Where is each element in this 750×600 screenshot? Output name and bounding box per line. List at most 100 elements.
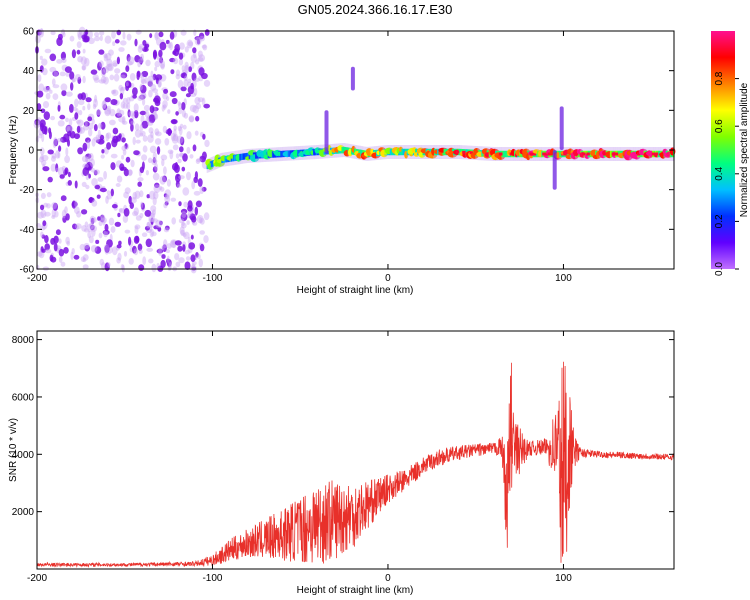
noise-speckle — [88, 197, 95, 203]
noise-speckle — [148, 127, 154, 134]
signal-band — [245, 153, 248, 160]
noise-speckle — [141, 120, 149, 129]
noise-speckle — [90, 69, 98, 75]
signal-band — [504, 150, 507, 158]
noise-speckle — [156, 262, 160, 269]
noise-speckle — [155, 219, 163, 229]
noise-speckle — [47, 176, 53, 183]
noise-speckle — [82, 264, 89, 270]
noise-speckle — [186, 39, 193, 49]
noise-speckle — [170, 69, 175, 75]
noise-speckle — [199, 230, 205, 235]
noise-speckle — [44, 211, 51, 217]
noise-speckle — [151, 88, 159, 93]
noise-speckle — [136, 70, 141, 78]
noise-speckle — [41, 159, 47, 166]
noise-speckle — [131, 197, 137, 204]
signal-band — [514, 150, 516, 158]
noise-speckle — [150, 131, 154, 139]
noise-speckle — [151, 158, 158, 166]
noise-speckle — [77, 29, 83, 38]
noise-speckle — [55, 150, 60, 159]
signal-band — [239, 153, 241, 161]
noise-speckle — [84, 57, 90, 67]
noise-speckle — [90, 224, 95, 231]
noise-speckle — [103, 76, 109, 85]
noise-speckle — [194, 36, 202, 46]
y-tick-label: -20 — [20, 185, 35, 196]
noise-speckle — [159, 56, 164, 64]
noise-speckle — [148, 258, 154, 264]
noise-speckle — [194, 206, 198, 216]
noise-speckle — [104, 107, 111, 117]
signal-band — [241, 153, 243, 160]
noise-speckle — [118, 240, 122, 246]
noise-speckle — [128, 258, 134, 265]
noise-speckle — [161, 254, 166, 259]
noise-speckle — [139, 56, 143, 65]
noise-speckle — [69, 71, 75, 80]
signal-band — [243, 153, 246, 160]
noise-speckle — [122, 214, 129, 223]
noise-speckle — [186, 146, 191, 154]
noise-speckle — [126, 102, 131, 110]
noise-speckle — [101, 69, 106, 78]
noise-speckle — [121, 137, 126, 143]
noise-speckle — [93, 98, 98, 108]
noise-speckle — [93, 124, 98, 132]
noise-speckle — [161, 158, 165, 167]
x-tick-label: 100 — [555, 273, 572, 284]
noise-speckle — [141, 232, 148, 237]
noise-speckle — [112, 89, 117, 94]
noise-speckle — [183, 79, 189, 88]
noise-speckle — [85, 184, 90, 190]
noise-speckle — [182, 232, 187, 237]
signal-spike — [552, 150, 557, 190]
noise-speckle — [190, 254, 196, 262]
noise-speckle — [118, 208, 123, 213]
noise-speckle — [57, 167, 65, 176]
noise-speckle — [160, 259, 166, 269]
noise-speckle — [104, 223, 109, 232]
x-tick-label: 100 — [555, 573, 572, 584]
noise-speckle — [137, 181, 142, 187]
noise-speckle — [134, 225, 139, 234]
noise-speckle — [169, 150, 174, 160]
noise-speckle — [140, 130, 146, 137]
noise-speckle — [155, 131, 162, 137]
signal-band — [609, 150, 612, 158]
noise-speckle — [112, 127, 119, 135]
noise-speckle — [145, 59, 151, 67]
noise-speckle — [119, 163, 125, 172]
noise-speckle — [159, 175, 166, 185]
noise-speckle — [166, 255, 170, 264]
noise-speckle — [61, 57, 67, 63]
noise-speckle — [177, 125, 182, 132]
noise-speckle — [65, 124, 73, 133]
noise-speckle — [188, 116, 195, 122]
noise-speckle — [150, 70, 154, 78]
noise-speckle — [201, 186, 207, 192]
noise-speckle — [191, 180, 196, 190]
noise-speckle — [57, 137, 63, 143]
noise-speckle — [118, 84, 123, 91]
noise-speckle — [126, 97, 131, 105]
noise-speckle — [106, 105, 112, 112]
noise-speckle — [65, 117, 69, 123]
noise-speckle — [155, 74, 163, 81]
noise-speckle — [194, 77, 200, 82]
noise-speckle — [88, 173, 91, 179]
noise-speckle — [56, 59, 63, 64]
noise-speckle — [40, 108, 46, 114]
noise-speckle — [91, 138, 96, 147]
noise-speckle — [49, 89, 53, 94]
noise-speckle — [163, 193, 168, 198]
y-tick-label: 8000 — [12, 335, 35, 346]
noise-speckle — [186, 131, 192, 140]
noise-speckle — [65, 125, 70, 132]
noise-speckle — [163, 166, 167, 175]
noise-speckle — [43, 202, 49, 208]
signal-band — [519, 150, 521, 158]
noise-speckle — [85, 156, 89, 163]
signal-core — [532, 152, 539, 156]
